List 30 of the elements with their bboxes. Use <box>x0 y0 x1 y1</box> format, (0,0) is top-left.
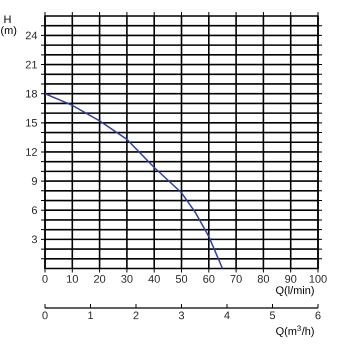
x-tick-label: 90 <box>285 275 296 283</box>
x2-tick-label: 6 <box>316 312 321 320</box>
x-tick-label: 70 <box>230 275 242 283</box>
x2-tick-label: 3 <box>178 312 184 320</box>
x-tick-label: 50 <box>176 275 188 283</box>
x-tick-label: 60 <box>203 275 214 283</box>
line-series <box>44 92 224 270</box>
y-tick-label: 3 <box>32 235 37 244</box>
x-tick-label: 10 <box>67 275 78 283</box>
x-tick-label: 0 <box>42 275 48 283</box>
x-tick-label: 20 <box>94 275 106 283</box>
y-tick-label: 18 <box>26 90 37 98</box>
x2-tick-label: 1 <box>88 312 94 320</box>
y-tick-label: 12 <box>26 148 37 156</box>
x2-tick-label: 0 <box>42 312 48 320</box>
y-axis-title: H (m) <box>1 16 16 36</box>
y-tick-label: 6 <box>32 206 37 214</box>
y-tick-label: 24 <box>26 32 38 40</box>
x-axis-title: Q(l/min) <box>276 286 314 296</box>
x2-tick-label: 2 <box>134 312 138 320</box>
x2-axis-title: Q(m$^{3}$/h) <box>276 326 314 338</box>
x-tick-label: 100 <box>310 275 327 283</box>
x-tick-label: 80 <box>258 275 270 283</box>
y-tick-label: 15 <box>26 119 38 127</box>
x-tick-label: 30 <box>121 275 133 283</box>
x-tick-label: 40 <box>148 275 160 283</box>
x2-tick-label: 4 <box>224 312 230 320</box>
y-tick-label: 9 <box>32 177 37 185</box>
y-tick-label: 21 <box>26 60 37 68</box>
x2-tick-label: 5 <box>270 312 276 320</box>
